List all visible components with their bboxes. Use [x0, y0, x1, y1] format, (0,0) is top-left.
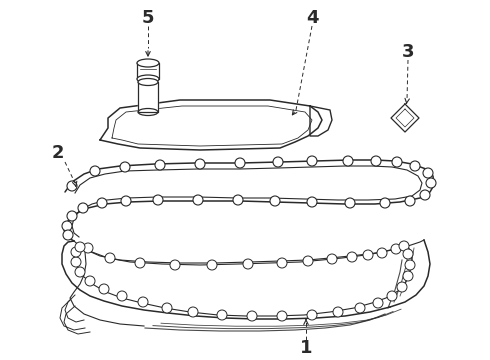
Circle shape — [347, 252, 357, 262]
Polygon shape — [391, 104, 419, 132]
Circle shape — [327, 254, 337, 264]
Circle shape — [392, 157, 402, 167]
Circle shape — [135, 258, 145, 268]
Circle shape — [155, 160, 165, 170]
Circle shape — [387, 291, 397, 301]
Circle shape — [217, 310, 227, 320]
Circle shape — [243, 259, 253, 269]
Circle shape — [75, 267, 85, 277]
Circle shape — [153, 195, 163, 205]
Circle shape — [423, 168, 433, 178]
Circle shape — [99, 284, 109, 294]
Circle shape — [380, 198, 390, 208]
Circle shape — [71, 247, 81, 257]
Polygon shape — [137, 63, 159, 79]
Circle shape — [233, 195, 243, 205]
Circle shape — [62, 221, 72, 231]
Circle shape — [170, 260, 180, 270]
Circle shape — [397, 282, 407, 292]
Circle shape — [405, 260, 415, 270]
Circle shape — [399, 241, 409, 251]
Circle shape — [303, 256, 313, 266]
Circle shape — [426, 178, 436, 188]
Circle shape — [343, 156, 353, 166]
Circle shape — [207, 260, 217, 270]
Circle shape — [377, 248, 387, 258]
Text: 3: 3 — [402, 43, 414, 61]
Circle shape — [67, 181, 77, 191]
Polygon shape — [138, 82, 158, 112]
Circle shape — [78, 203, 88, 213]
Circle shape — [83, 243, 93, 253]
Circle shape — [120, 162, 130, 172]
Circle shape — [270, 196, 280, 206]
Circle shape — [307, 156, 317, 166]
Text: 4: 4 — [306, 9, 318, 27]
Circle shape — [188, 307, 198, 317]
Circle shape — [333, 307, 343, 317]
Ellipse shape — [138, 108, 158, 116]
Ellipse shape — [137, 75, 159, 83]
Circle shape — [355, 303, 365, 313]
Circle shape — [420, 190, 430, 200]
Text: 1: 1 — [300, 339, 312, 357]
Circle shape — [85, 276, 95, 286]
Circle shape — [67, 211, 77, 221]
Circle shape — [162, 303, 172, 313]
Circle shape — [121, 196, 131, 206]
Circle shape — [138, 297, 148, 307]
Circle shape — [345, 198, 355, 208]
Circle shape — [117, 291, 127, 301]
Circle shape — [403, 249, 413, 259]
Circle shape — [371, 156, 381, 166]
Circle shape — [410, 161, 420, 171]
Circle shape — [63, 230, 73, 240]
Circle shape — [195, 159, 205, 169]
Circle shape — [363, 250, 373, 260]
Circle shape — [307, 310, 317, 320]
Circle shape — [307, 197, 317, 207]
Circle shape — [75, 242, 85, 252]
Ellipse shape — [137, 59, 159, 67]
Circle shape — [277, 311, 287, 321]
Circle shape — [391, 244, 401, 254]
Polygon shape — [100, 100, 322, 150]
Circle shape — [235, 158, 245, 168]
Polygon shape — [310, 106, 332, 136]
Circle shape — [273, 157, 283, 167]
Circle shape — [71, 257, 81, 267]
Circle shape — [373, 298, 383, 308]
Polygon shape — [62, 240, 430, 319]
Circle shape — [193, 195, 203, 205]
Circle shape — [405, 196, 415, 206]
Circle shape — [105, 253, 115, 263]
Circle shape — [277, 258, 287, 268]
Text: 2: 2 — [52, 144, 64, 162]
Circle shape — [403, 271, 413, 281]
Circle shape — [90, 166, 100, 176]
Text: 5: 5 — [142, 9, 154, 27]
Circle shape — [97, 198, 107, 208]
Circle shape — [247, 311, 257, 321]
Ellipse shape — [138, 78, 158, 86]
